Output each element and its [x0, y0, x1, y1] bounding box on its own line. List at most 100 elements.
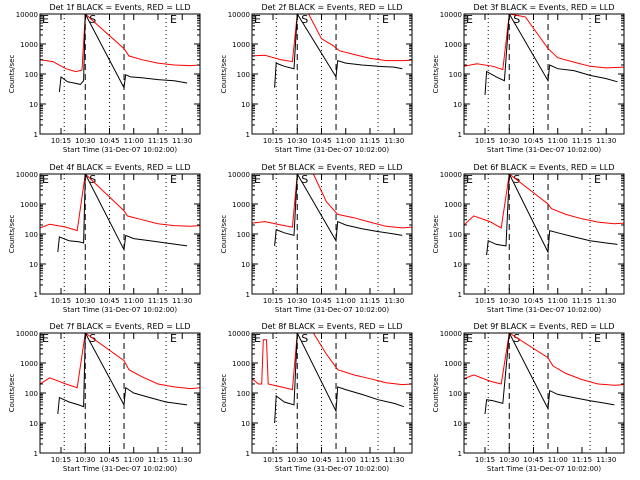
- y-tick-label: 100: [25, 390, 38, 398]
- x-tick-label: 11:00: [336, 297, 356, 305]
- x-tick-label: 11:00: [548, 137, 568, 145]
- x-axis-label: Start Time (31-Dec-07 10:02:00): [487, 306, 601, 314]
- series-black-line: [274, 14, 403, 88]
- series-black-line: [484, 14, 618, 96]
- y-axis-label: Counts/sec: [220, 55, 228, 94]
- y-tick-label: 1000: [20, 360, 38, 368]
- x-axis-label: Start Time (31-Dec-07 10:02:00): [275, 465, 389, 473]
- x-tick-label: 11:15: [148, 297, 168, 305]
- y-tick-label: 1000: [444, 201, 462, 209]
- y-tick-label: 1000: [20, 41, 38, 49]
- marker-label: E: [170, 332, 177, 345]
- series-black-line: [486, 174, 618, 256]
- x-tick-label: 11:00: [336, 137, 356, 145]
- x-axis-label: Start Time (31-Dec-07 10:02:00): [63, 306, 177, 314]
- chart-title: Det 5f BLACK = Events, RED = LLD: [261, 163, 402, 172]
- x-tick-label: 11:15: [148, 137, 168, 145]
- y-tick-label: 1: [458, 291, 462, 299]
- marker-label: S: [301, 173, 308, 186]
- x-tick-label: 11:30: [172, 297, 192, 305]
- x-tick-label: 11:15: [360, 297, 380, 305]
- x-tick-label: 11:30: [384, 456, 404, 464]
- y-axis-label: Counts/sec: [8, 55, 16, 94]
- marker-label: E: [42, 13, 49, 26]
- y-tick-label: 10000: [228, 330, 250, 338]
- series-black-line: [57, 174, 188, 253]
- marker-label: E: [466, 332, 473, 345]
- marker-label: E: [254, 13, 261, 26]
- y-tick-label: 1000: [444, 360, 462, 368]
- marker-label: E: [594, 332, 601, 345]
- y-tick-label: 10000: [440, 171, 462, 179]
- marker-label: E: [254, 332, 261, 345]
- x-tick-label: 11:00: [548, 297, 568, 305]
- series-black-line: [274, 174, 403, 246]
- x-tick-label: 11:30: [172, 137, 192, 145]
- y-tick-label: 100: [449, 390, 462, 398]
- y-tick-label: 100: [237, 390, 250, 398]
- chart-title: Det 6f BLACK = Events, RED = LLD: [473, 163, 614, 172]
- y-axis-label: Counts/sec: [432, 55, 440, 94]
- x-tick-label: 11:30: [384, 297, 404, 305]
- y-axis-label: Counts/sec: [8, 374, 16, 413]
- y-tick-label: 10000: [228, 11, 250, 19]
- y-tick-label: 10: [241, 420, 250, 428]
- y-tick-label: 1: [246, 291, 250, 299]
- x-tick-label: 11:15: [572, 137, 592, 145]
- y-tick-label: 10: [29, 420, 38, 428]
- y-tick-label: 10: [241, 101, 250, 109]
- y-tick-label: 1: [458, 131, 462, 139]
- marker-label: E: [42, 332, 49, 345]
- x-tick-label: 11:00: [124, 456, 144, 464]
- x-tick-label: 11:15: [360, 137, 380, 145]
- x-tick-label: 10:30: [287, 137, 307, 145]
- x-tick-label: 11:15: [572, 456, 592, 464]
- marker-label: E: [382, 332, 389, 345]
- x-tick-label: 11:00: [124, 137, 144, 145]
- marker-label: S: [89, 13, 96, 26]
- x-tick-label: 10:45: [311, 137, 331, 145]
- chart-title: Det 1f BLACK = Events, RED = LLD: [49, 3, 190, 12]
- x-tick-label: 11:30: [384, 137, 404, 145]
- marker-label: S: [301, 332, 308, 345]
- x-tick-label: 10:30: [287, 297, 307, 305]
- y-tick-label: 10: [29, 261, 38, 269]
- x-tick-label: 11:30: [596, 456, 616, 464]
- y-axis-label: Counts/sec: [432, 215, 440, 254]
- x-tick-label: 10:15: [263, 297, 283, 305]
- x-tick-label: 11:30: [596, 297, 616, 305]
- x-tick-label: 10:15: [475, 456, 495, 464]
- marker-label: E: [382, 173, 389, 186]
- series-red-line: [464, 174, 624, 229]
- x-tick-label: 10:15: [263, 456, 283, 464]
- y-tick-label: 10000: [16, 330, 38, 338]
- x-tick-label: 10:15: [51, 137, 71, 145]
- x-tick-label: 10:30: [75, 297, 95, 305]
- marker-label: E: [594, 173, 601, 186]
- y-tick-label: 10: [453, 261, 462, 269]
- marker-label: E: [466, 173, 473, 186]
- x-axis-label: Start Time (31-Dec-07 10:02:00): [487, 146, 601, 154]
- y-tick-label: 100: [449, 231, 462, 239]
- x-tick-label: 10:15: [51, 297, 71, 305]
- y-tick-label: 1: [34, 131, 38, 139]
- y-tick-label: 100: [237, 71, 250, 79]
- y-tick-label: 1000: [444, 41, 462, 49]
- y-tick-label: 100: [237, 231, 250, 239]
- marker-label: E: [466, 13, 473, 26]
- x-axis-label: Start Time (31-Dec-07 10:02:00): [63, 465, 177, 473]
- x-tick-label: 11:15: [572, 297, 592, 305]
- series-red-line: [40, 333, 200, 390]
- y-tick-label: 1: [458, 450, 462, 458]
- x-tick-label: 10:30: [499, 137, 519, 145]
- x-axis-label: Start Time (31-Dec-07 10:02:00): [487, 465, 601, 473]
- chart-title: Det 4f BLACK = Events, RED = LLD: [49, 163, 190, 172]
- series-red-line: [40, 14, 200, 73]
- series-red-line: [252, 14, 412, 63]
- marker-label: E: [170, 173, 177, 186]
- series-red-line: [464, 14, 624, 71]
